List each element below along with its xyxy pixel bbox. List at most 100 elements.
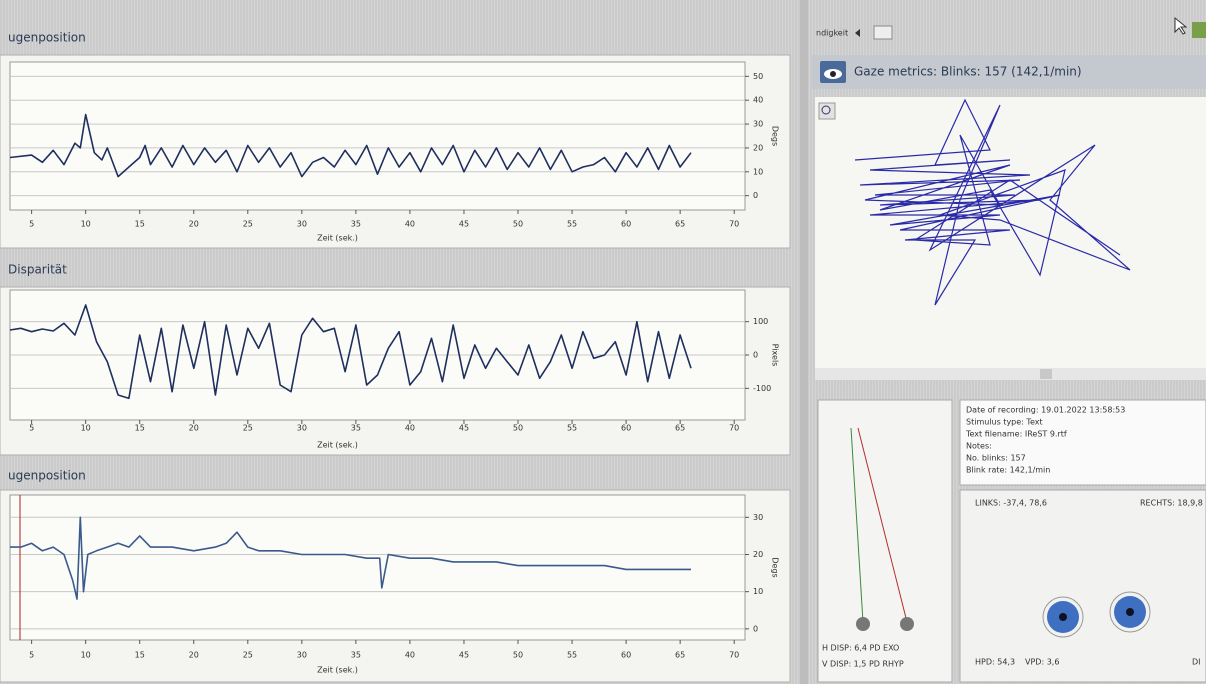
x-tick-label: 20	[189, 220, 199, 229]
y-tick-label: 30	[753, 120, 763, 129]
x-tick-label: 65	[675, 651, 685, 660]
x-tick-label: 25	[243, 424, 253, 433]
arrow-left[interactable]	[855, 29, 860, 37]
x-tick-label: 15	[135, 220, 145, 229]
y-tick-label: -100	[753, 384, 771, 393]
eye-ring	[1109, 591, 1151, 633]
eye-ring	[1042, 596, 1084, 638]
y-tick-label: 0	[753, 351, 758, 360]
x-tick-label: 60	[621, 220, 631, 229]
y-tick-label: 40	[753, 96, 763, 105]
y-tick-label: 10	[753, 587, 763, 596]
x-tick-label: 70	[729, 220, 739, 229]
y-tick-label: 20	[753, 143, 763, 152]
left-coords: LINKS: -37,4, 78,6	[975, 499, 1047, 508]
y-tick-label: 20	[753, 550, 763, 559]
x-tick-label: 25	[243, 220, 253, 229]
play-button[interactable]	[1192, 22, 1206, 38]
x-axis-label: Zeit (sek.)	[317, 441, 358, 450]
x-tick-label: 5	[29, 220, 34, 229]
data-line	[9, 113, 692, 178]
x-tick-label: 35	[351, 651, 361, 660]
x-tick-label: 45	[459, 424, 469, 433]
x-tick-label: 55	[567, 220, 577, 229]
x-tick-label: 50	[513, 651, 523, 660]
y-axis-label: Degs	[771, 126, 780, 146]
x-tick-label: 5	[29, 424, 34, 433]
x-tick-label: 35	[351, 424, 361, 433]
info-lines: Date of recording: 19.01.2022 13:58:53 St…	[965, 406, 1125, 475]
zoom-icon	[821, 105, 831, 115]
right-coords: RECHTS: 18,9,8	[1140, 499, 1203, 508]
y-axis-label: Degs	[771, 557, 780, 577]
zoom-button[interactable]	[818, 102, 836, 120]
v-disp: V DISP: 1,5 PD RHYP	[822, 660, 904, 669]
y-tick-label: 50	[753, 72, 763, 81]
scrollbar[interactable]	[815, 368, 1206, 380]
x-tick-label: 50	[513, 220, 523, 229]
plot-area	[9, 494, 746, 641]
info-line: Notes:	[966, 442, 992, 451]
x-tick-label: 60	[621, 651, 631, 660]
disparity-panel	[817, 399, 953, 683]
y-tick-label: 0	[753, 624, 758, 633]
x-tick-label: 45	[459, 651, 469, 660]
x-tick-label: 50	[513, 424, 523, 433]
x-tick-label: 10	[81, 651, 91, 660]
cursor	[1174, 16, 1188, 35]
x-tick-label: 70	[729, 651, 739, 660]
x-axis-label: Zeit (sek.)	[317, 234, 358, 243]
gaze-header	[812, 55, 1206, 89]
y-tick-label: 30	[753, 513, 763, 522]
x-tick-label: 30	[297, 424, 307, 433]
eye-icon	[830, 71, 836, 77]
x-tick-label: 55	[567, 424, 577, 433]
info-line: Date of recording: 19.01.2022 13:58:53	[966, 406, 1125, 415]
gaze-trace	[854, 98, 1131, 306]
plot-area	[9, 61, 746, 211]
y-axis-label: Pixels	[771, 344, 780, 367]
scroll-thumb[interactable]	[1040, 369, 1052, 379]
x-tick-label: 40	[405, 220, 415, 229]
x-tick-label: 40	[405, 424, 415, 433]
panel-title: ugenposition	[8, 469, 86, 483]
panel-label: ndigkeit	[816, 29, 848, 38]
x-tick-label: 65	[675, 424, 685, 433]
hpd: HPD: 54,3	[975, 658, 1015, 667]
x-tick-label: 60	[621, 424, 631, 433]
info-box	[959, 399, 1206, 486]
splitter[interactable]	[800, 0, 808, 684]
info-line: Text filename: IReST 9.rtf	[965, 430, 1067, 439]
x-tick-label: 10	[81, 220, 91, 229]
y-tick-label: 10	[753, 167, 763, 176]
info-line: Blink rate: 142,1/min	[966, 466, 1050, 475]
x-tick-label: 65	[675, 220, 685, 229]
x-tick-label: 5	[29, 651, 34, 660]
data-line	[10, 516, 691, 600]
info-line: Stimulus type: Text	[966, 418, 1043, 427]
x-tick-label: 10	[81, 424, 91, 433]
right-eye-line	[857, 427, 908, 623]
panel-title: ugenposition	[8, 31, 86, 45]
cut-label: DI	[1192, 658, 1201, 667]
eye-pupil	[1126, 608, 1134, 616]
gaze-plot	[815, 97, 1206, 380]
x-tick-label: 20	[189, 424, 199, 433]
x-tick-label: 55	[567, 651, 577, 660]
x-tick-label: 20	[189, 651, 199, 660]
x-tick-label: 35	[351, 220, 361, 229]
h-disp: H DISP: 6,4 PD EXO	[822, 644, 899, 653]
eye-pupil	[1059, 613, 1067, 621]
button[interactable]	[873, 25, 893, 40]
x-tick-label: 15	[135, 651, 145, 660]
eyes-panel	[959, 489, 1206, 683]
x-tick-label: 25	[243, 651, 253, 660]
x-tick-label: 15	[135, 424, 145, 433]
info-line: No. blinks: 157	[966, 454, 1026, 463]
y-tick-label: 100	[753, 317, 768, 326]
x-axis-label: Zeit (sek.)	[317, 666, 358, 675]
gaze-title: Gaze metrics: Blinks: 157 (142,1/min)	[854, 65, 1082, 79]
vpd: VPD: 3,6	[1025, 658, 1059, 667]
